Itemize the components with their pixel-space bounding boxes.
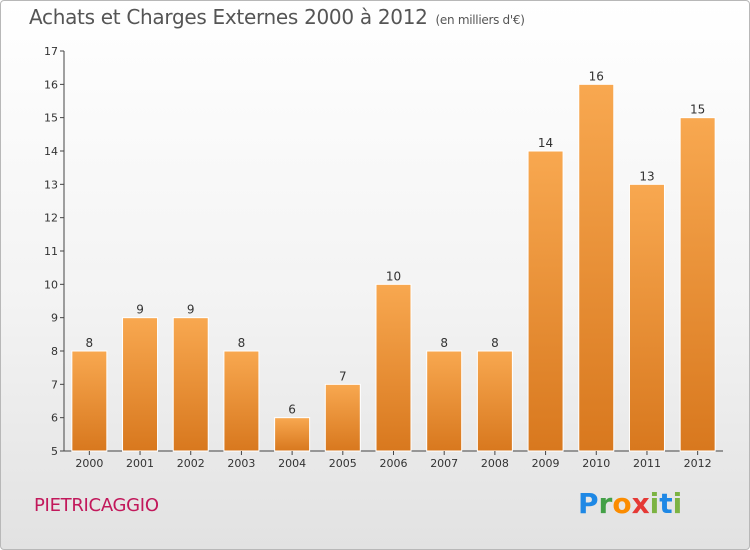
y-tick-label: 5 (51, 445, 58, 458)
y-tick-label: 15 (44, 112, 58, 125)
y-tick-label: 11 (44, 245, 58, 258)
x-tick-label: 2004 (278, 457, 306, 470)
x-tick-label: 2002 (177, 457, 205, 470)
data-label: 6 (288, 403, 296, 417)
bar (679, 117, 716, 452)
data-label: 9 (136, 303, 144, 317)
data-label: 10 (386, 269, 401, 283)
x-tick-label: 2006 (380, 457, 408, 470)
x-tick-label: 2001 (126, 457, 154, 470)
logo-letter-p: P (578, 487, 599, 520)
data-label: 7 (339, 369, 347, 383)
logo-letter-i: i (649, 487, 660, 520)
data-label: 8 (86, 336, 94, 350)
y-tick-label: 9 (51, 312, 58, 325)
y-tick-label: 13 (44, 178, 58, 191)
y-tick-label: 8 (51, 345, 58, 358)
y-tick-label: 17 (44, 45, 58, 58)
chart-title: Achats et Charges Externes 2000 à 2012 (e… (29, 5, 525, 29)
bar (527, 150, 564, 452)
x-tick-label: 2003 (227, 457, 255, 470)
x-tick-label: 2011 (633, 457, 661, 470)
x-tick-label: 2010 (582, 457, 610, 470)
y-tick-label: 7 (51, 378, 58, 391)
bar (172, 317, 209, 452)
commune-name: PIETRICAGGIO (34, 495, 159, 516)
bar (71, 350, 108, 452)
bar (426, 350, 463, 452)
logo-letter-i2: i (672, 487, 683, 520)
y-tick-label: 6 (51, 412, 58, 425)
data-label: 8 (238, 336, 246, 350)
bar (578, 83, 615, 452)
data-label: 14 (538, 136, 553, 150)
bar (274, 417, 311, 452)
data-label: 15 (690, 103, 705, 117)
x-tick-label: 2005 (329, 457, 357, 470)
bar (375, 283, 412, 452)
y-tick-label: 12 (44, 212, 58, 225)
x-tick-label: 2007 (430, 457, 458, 470)
data-label: 8 (440, 336, 448, 350)
bar (324, 383, 361, 452)
bar (223, 350, 260, 452)
x-tick-label: 2009 (532, 457, 560, 470)
x-tick-label: 2008 (481, 457, 509, 470)
data-label: 16 (589, 69, 604, 83)
y-tick-label: 10 (44, 278, 58, 291)
data-label: 8 (491, 336, 499, 350)
bar (628, 183, 665, 452)
x-tick-label: 2000 (75, 457, 103, 470)
chart-unit: (en milliers d'€) (435, 13, 525, 27)
y-tick-label: 16 (44, 78, 58, 91)
data-label: 13 (639, 169, 654, 183)
chart-title-text: Achats et Charges Externes 2000 à 2012 (29, 5, 428, 29)
y-tick-label: 14 (44, 145, 58, 158)
logo-letter-t: t (659, 487, 673, 520)
x-tick-label: 2012 (684, 457, 712, 470)
bar (122, 317, 159, 452)
logo-letter-x: x (631, 487, 650, 520)
bar (476, 350, 513, 452)
proxiti-logo: Proxiti (578, 487, 682, 520)
data-label: 9 (187, 303, 195, 317)
logo-letter-o: o (612, 487, 632, 520)
logo-letter-r: r (598, 487, 613, 520)
